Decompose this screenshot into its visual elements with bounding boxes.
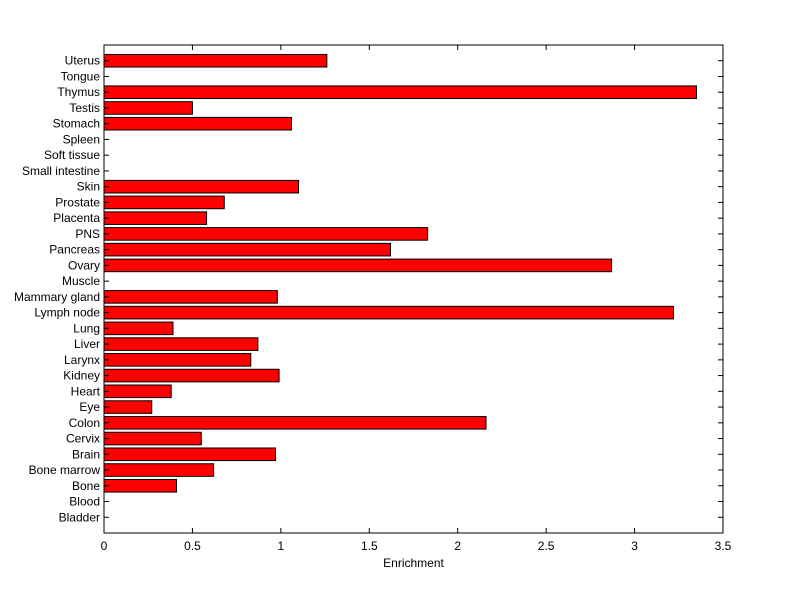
y-tick-label: Bone marrow — [29, 463, 101, 477]
bar — [103, 368, 280, 383]
bar — [103, 353, 252, 367]
y-tick-label: Tongue — [61, 69, 101, 83]
y-tick-label: PNS — [75, 227, 100, 241]
bar — [103, 478, 178, 493]
bar — [103, 101, 193, 115]
y-tick-label: Bone — [72, 479, 100, 493]
bar — [103, 53, 328, 68]
bar — [103, 400, 153, 414]
bar — [103, 242, 392, 257]
y-tick-label: Testis — [69, 101, 100, 115]
y-tick-label: Cervix — [66, 432, 100, 446]
bar — [103, 195, 225, 210]
bar — [103, 179, 300, 194]
y-tick-label: Lung — [73, 321, 100, 335]
y-tick-label: Lymph node — [34, 306, 100, 320]
y-tick-label: Thymus — [57, 85, 100, 99]
y-tick-label: Stomach — [53, 117, 100, 131]
y-tick-label: Eye — [79, 400, 100, 414]
y-tick-label: Brain — [72, 447, 100, 461]
y-tick-label: Larynx — [64, 353, 100, 367]
y-tick-label: Muscle — [62, 274, 100, 288]
bar — [103, 258, 613, 273]
bar — [103, 290, 278, 304]
y-tick-label: Bladder — [59, 510, 100, 524]
y-tick-label: Ovary — [68, 258, 100, 272]
y-tick-label: Mammary gland — [14, 290, 100, 304]
x-tick-label: 2 — [454, 539, 461, 553]
bar — [103, 463, 215, 477]
y-tick-label: Small intestine — [22, 164, 100, 178]
bar — [103, 321, 174, 336]
y-tick-label: Skin — [77, 180, 100, 194]
y-tick-label: Kidney — [63, 369, 100, 383]
y-tick-label: Colon — [69, 416, 100, 430]
x-tick-label: 3 — [631, 539, 638, 553]
x-axis-label: Enrichment — [383, 556, 444, 570]
x-tick-label: 0.5 — [184, 539, 201, 553]
y-tick-label: Soft tissue — [44, 148, 100, 162]
bar — [103, 416, 487, 430]
bar — [103, 211, 208, 225]
bar — [103, 431, 202, 446]
x-tick-label: 3.5 — [715, 539, 732, 553]
y-tick-label: Spleen — [63, 132, 100, 146]
bar — [103, 337, 259, 351]
x-tick-label: 0 — [101, 539, 108, 553]
y-tick-label: Liver — [74, 337, 100, 351]
bar — [103, 384, 172, 399]
bar — [103, 305, 674, 320]
x-tick-label: 1.5 — [361, 539, 378, 553]
y-tick-label: Prostate — [55, 195, 100, 209]
x-tick-label: 1 — [278, 539, 285, 553]
bar — [103, 116, 292, 131]
bar — [103, 447, 277, 462]
y-tick-label: Blood — [69, 495, 100, 509]
x-tick-label: 2.5 — [538, 539, 555, 553]
y-tick-label: Uterus — [65, 54, 100, 68]
bar — [103, 227, 429, 241]
y-tick-label: Pancreas — [49, 243, 100, 257]
y-tick-label: Placenta — [53, 211, 100, 225]
plot-frame — [103, 44, 724, 534]
x-ticks-layer: 0 0.5 1 1.5 2 2.5 3 3.5 — [101, 45, 732, 553]
bar — [103, 85, 697, 100]
y-tick-label: Heart — [71, 384, 101, 398]
